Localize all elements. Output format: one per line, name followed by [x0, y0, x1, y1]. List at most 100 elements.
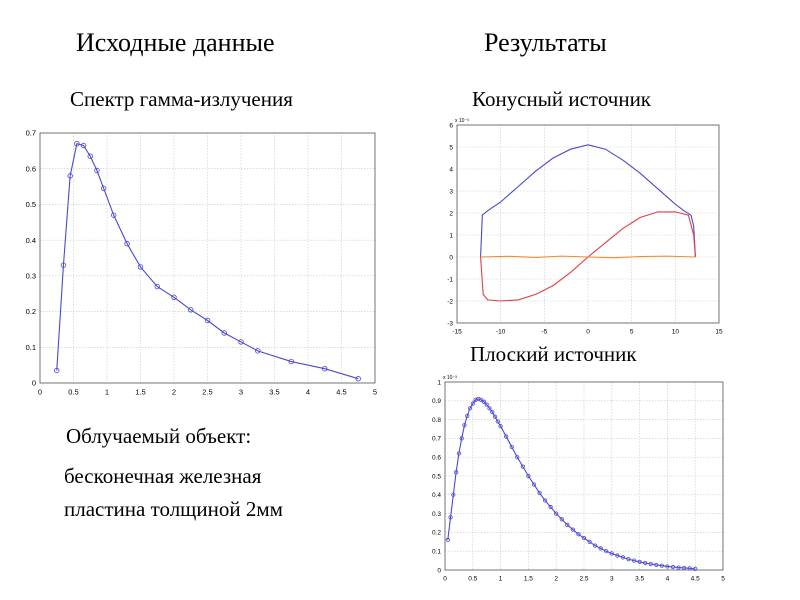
flat-data-point	[459, 436, 464, 441]
spectrum-data-point	[137, 264, 144, 270]
flat-data-point	[515, 455, 520, 460]
spectrum-data-point	[188, 307, 194, 313]
spectrum-chart: 0 0.5 1 1.5 2 2.5 3 3.5 4 4.5 5 0 0.1 0.2 0.3 0.4 0.5 0.6…	[26, 129, 378, 397]
spectrum-data-point	[60, 262, 67, 268]
flat-data-point	[604, 549, 609, 554]
flat-data-point	[587, 539, 592, 544]
spectrum-data-point	[100, 185, 107, 192]
heading-results: Результаты	[484, 28, 607, 57]
spectrum-ytick-label: 0	[32, 379, 36, 388]
flat-ytick-label: 0.2	[432, 530, 441, 537]
flat-data-point	[576, 532, 581, 537]
flat-data-point	[659, 563, 664, 568]
spectrum-ytick-label: 0.5	[26, 200, 36, 209]
flat-data-point	[531, 482, 537, 487]
subheading-flat-source: Плоский источник	[470, 342, 637, 366]
spectrum-xtick-label: 3.5	[269, 388, 279, 397]
spectrum-data-point	[87, 153, 93, 159]
object-description-line1: бесконечная железная	[64, 464, 262, 488]
flat-data-point	[631, 558, 637, 563]
flat-data-point	[665, 564, 670, 569]
flat-xtick-label: 1	[499, 576, 503, 583]
flat-xtick-label: 0.5	[468, 576, 477, 583]
spectrum-xtick-label: 1.5	[135, 388, 145, 397]
flat-data-point	[615, 553, 620, 558]
subheading-spectrum: Спектр гамма-излучения	[70, 87, 293, 111]
flat-data-point	[490, 409, 495, 415]
flat-xtick-label: 4.5	[691, 576, 700, 583]
flat-exponent-label: x 10⁻³	[443, 375, 457, 381]
flat-data-point	[495, 419, 500, 424]
cone-ytick-label: -1	[447, 276, 453, 283]
spectrum-plot-frame	[39, 132, 376, 384]
spectrum-grid	[39, 132, 376, 384]
cone-ytick-label: -3	[447, 320, 453, 327]
flat-data-point	[554, 511, 559, 516]
spectrum-data-point	[204, 317, 211, 324]
flat-ytick-label: 0.5	[432, 473, 441, 480]
spectrum-xtick-label: 2	[172, 388, 176, 397]
flat-xtick-label: 2	[554, 576, 558, 583]
flat-data-point	[537, 490, 542, 496]
spectrum-ytick-label: 0.4	[26, 236, 36, 245]
flat-ytick-label: 0	[437, 567, 441, 574]
flat-data-point	[470, 401, 475, 406]
flat-ytick-label: 0.7	[432, 436, 441, 443]
flat-data-point	[570, 527, 575, 532]
flat-data-point	[445, 537, 450, 543]
flat-plot-frame	[444, 381, 724, 571]
flat-data-point	[676, 565, 681, 570]
cone-xtick-label: 15	[715, 329, 723, 336]
spectrum-xtick-label: 3	[239, 388, 243, 397]
flat-data-point	[598, 546, 603, 551]
spectrum-data-point	[221, 330, 227, 336]
flat-ytick-label: 0.3	[432, 511, 441, 518]
cone-ytick-label: 5	[449, 144, 453, 151]
flat-data-point	[565, 522, 570, 527]
cone-ytick-label: 1	[449, 232, 453, 239]
cone-ytick-label: 6	[449, 122, 453, 129]
flat-data-point	[559, 517, 564, 522]
flat-data-point	[626, 556, 631, 562]
flat-data-point	[670, 564, 676, 570]
flat-data-point	[451, 492, 456, 497]
cone-ytick-label: 4	[449, 166, 453, 173]
flat-data-point	[492, 414, 498, 419]
cone-exponent-label: x 10⁻³	[455, 118, 469, 124]
cone-xtick-label: -15	[452, 329, 462, 336]
heading-source-data: Исходные данные	[76, 28, 275, 57]
object-description-line2: пластина толщиной 2мм	[64, 497, 283, 521]
flat-ytick-label: 0.1	[432, 548, 441, 555]
flat-data-point	[526, 473, 531, 479]
flat-data-point	[467, 406, 473, 411]
flat-data-point	[498, 424, 503, 429]
flat-data-point	[687, 566, 692, 571]
flat-data-point	[693, 566, 698, 571]
cone-series-line-0	[480, 144, 696, 258]
spectrum-data-point	[110, 212, 117, 218]
spectrum-xtick-label: 0	[38, 388, 42, 397]
spectrum-ytick-label: 0.2	[26, 307, 36, 316]
spectrum-xtick-label: 2.5	[202, 388, 212, 397]
spectrum-ytick-label: 0.3	[26, 271, 36, 280]
cone-series-line-2	[480, 255, 696, 259]
spectrum-data-point	[255, 348, 261, 354]
spectrum-data-point	[67, 173, 73, 179]
flat-series-line-0	[447, 398, 696, 570]
spectrum-data-point	[80, 142, 87, 149]
flat-xtick-label: 1.5	[524, 576, 533, 583]
spectrum-data-point	[154, 283, 160, 290]
flat-ytick-label: 0.8	[432, 417, 441, 424]
cone-plot-frame	[456, 124, 720, 324]
spectrum-ytick-label: 0.6	[26, 164, 36, 173]
flat-data-point	[504, 434, 509, 439]
cone-ytick-label: -2	[447, 298, 453, 305]
flat-data-point	[681, 565, 687, 571]
cone-ytick-label: 3	[449, 188, 453, 195]
spectrum-ytick-label: 0.7	[26, 129, 36, 138]
flat-xtick-label: 5	[721, 576, 725, 583]
flat-data-point	[643, 560, 648, 566]
flat-data-point	[593, 543, 598, 548]
flat-ytick-label: 0.4	[432, 492, 441, 499]
flat-data-point	[509, 444, 514, 449]
